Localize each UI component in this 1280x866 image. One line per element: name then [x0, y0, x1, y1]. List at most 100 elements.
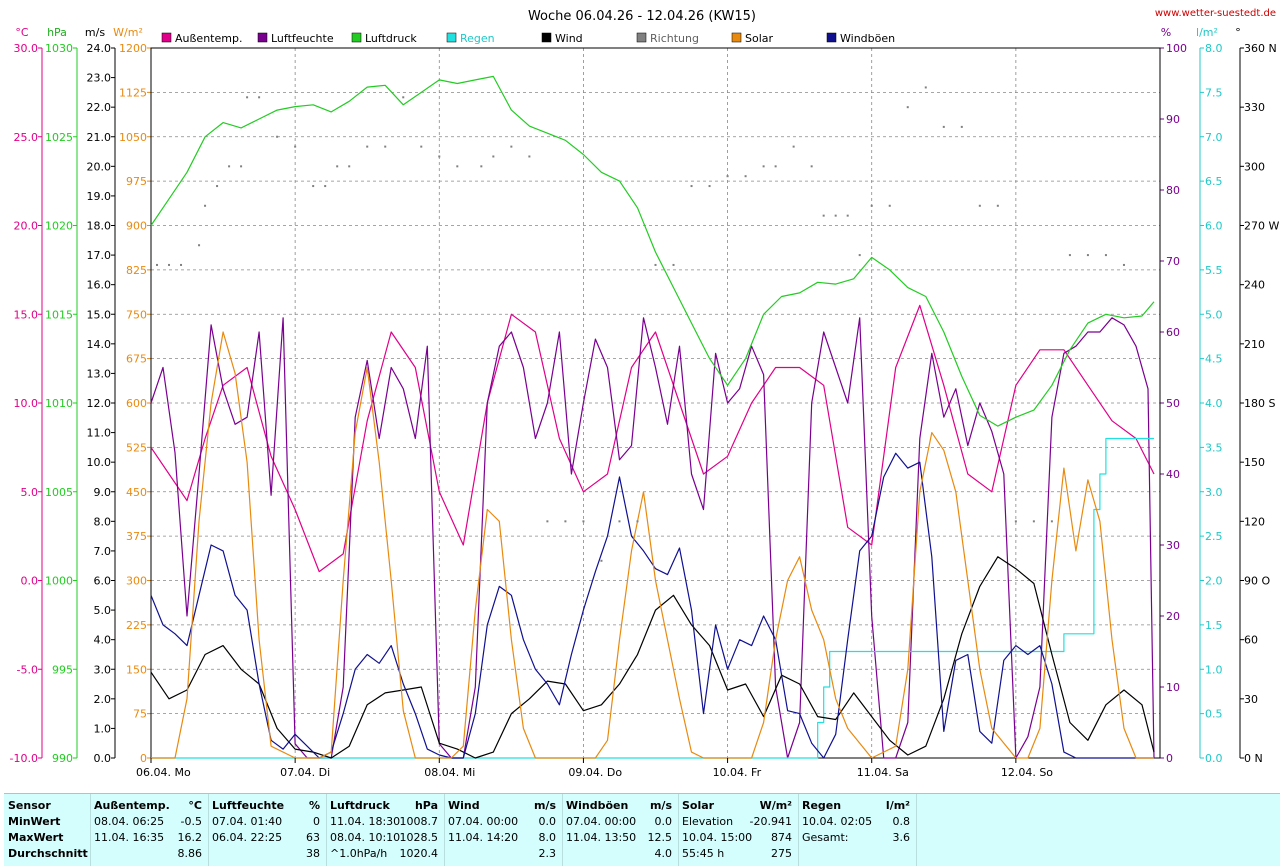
direction-point — [744, 175, 747, 178]
stats-time: 08.04. 10:10 — [330, 831, 401, 844]
wind-tick-label: 16.0 — [87, 279, 112, 292]
stats-value: 16.2 — [177, 831, 203, 844]
rain-tick-label: 6.5 — [1205, 175, 1223, 188]
stats-column: Solar W/m² Elevation 10.04. 15:00 55:45 h -20… — [678, 794, 799, 866]
solar-tick-label: 525 — [126, 441, 147, 454]
rain-tick-label: 1.0 — [1205, 663, 1223, 676]
humidity-tick-label: 70 — [1166, 255, 1180, 268]
direction-point — [924, 86, 927, 89]
direction-point — [564, 520, 567, 523]
solar-tick-label: 975 — [126, 175, 147, 188]
direction-point — [402, 96, 405, 99]
solar-tick-label: 150 — [126, 663, 147, 676]
direction-point — [456, 165, 459, 168]
direction-point — [276, 135, 279, 138]
wind-tick-label: 18.0 — [87, 220, 112, 233]
solar-tick-label: 750 — [126, 308, 147, 321]
direction-tick-label: 120 — [1244, 515, 1265, 528]
statistics-panel: Sensor MinWert MaxWert Durchschnitt Außentem… — [4, 793, 1280, 866]
stats-value: 8.86 — [177, 847, 203, 860]
pressure-tick-label: 1030 — [45, 42, 73, 55]
direction-tick-label: 90 O — [1244, 575, 1270, 588]
stats-row-label: Durchschnitt — [8, 847, 88, 860]
solar-tick-label: 0 — [140, 752, 147, 765]
wind-tick-label: 23.0 — [87, 72, 112, 85]
direction-point — [996, 204, 999, 207]
stats-time: 55:45 h — [682, 847, 725, 860]
direction-tick-label: 270 W — [1244, 220, 1279, 233]
wind-tick-label: 13.0 — [87, 367, 112, 380]
stats-time: ^1.0hPa/h — [330, 847, 388, 860]
x-tick-label: 11.04. Sa — [857, 766, 909, 779]
pressure-tick-label: 990 — [52, 752, 73, 765]
rain-tick-label: 1.5 — [1205, 619, 1223, 632]
direction-point — [762, 165, 765, 168]
direction-point — [228, 165, 231, 168]
stats-column: Luftdruck hPa 11.04. 18:30 08.04. 10:10 ^1.0… — [326, 794, 445, 866]
solar-tick-label: 75 — [133, 708, 147, 721]
direction-point — [180, 263, 183, 266]
temp-tick-label: 10.0 — [14, 397, 39, 410]
temp-tick-label: -5.0 — [17, 663, 38, 676]
legend-swatch-temp — [161, 32, 172, 43]
rain-tick-label: 3.0 — [1205, 486, 1223, 499]
direction-point — [1032, 520, 1035, 523]
legend-swatch-humidity — [257, 32, 268, 43]
stats-value: 1020.4 — [399, 847, 439, 860]
direction-point — [510, 145, 513, 148]
wind-tick-label: 5.0 — [94, 604, 112, 617]
direction-point — [1014, 520, 1017, 523]
direction-point — [810, 165, 813, 168]
direction-point — [324, 185, 327, 188]
legend-label-wind: Wind — [555, 32, 583, 45]
stats-value: 2.3 — [538, 847, 557, 860]
wind-unit: m/s — [85, 26, 105, 39]
rain-tick-label: 2.0 — [1205, 575, 1223, 588]
temp-tick-label: 20.0 — [14, 220, 39, 233]
rain-tick-label: 4.0 — [1205, 397, 1223, 410]
stats-column: Windböen m/s 07.04. 00:00 11.04. 13:50 0.0 12… — [562, 794, 679, 866]
direction-point — [582, 520, 585, 523]
wind-tick-label: 14.0 — [87, 338, 112, 351]
stats-value: 4.0 — [654, 847, 673, 860]
temp-tick-label: 30.0 — [14, 42, 39, 55]
direction-point — [438, 155, 441, 158]
humidity-tick-label: 20 — [1166, 610, 1180, 623]
stats-time: 06.04. 22:25 — [212, 831, 283, 844]
site-url[interactable]: www.wetter-suestedt.de — [1155, 8, 1276, 19]
stats-header: Windböen — [566, 799, 629, 812]
solar-tick-label: 300 — [126, 575, 147, 588]
direction-point — [204, 204, 207, 207]
x-tick-label: 10.04. Fr — [713, 766, 762, 779]
direction-point — [348, 165, 351, 168]
direction-point — [246, 96, 249, 99]
direction-point — [156, 263, 159, 266]
direction-point — [216, 185, 219, 188]
legend-swatch-solar — [731, 32, 742, 43]
legend-label-direction: Richtung — [650, 32, 699, 45]
x-axis: 06.04. Mo 07.04. Di 08.04. Mi 09.04. Do 10.0… — [136, 758, 1053, 779]
solar-tick-label: 825 — [126, 264, 147, 277]
stats-column: Außentemp. °C 08.04. 06:25 11.04. 16:35 -0.5… — [90, 794, 209, 866]
wind-tick-label: 2.0 — [94, 693, 112, 706]
series-line-solar — [151, 331, 1154, 759]
stats-header: Regen — [802, 799, 842, 812]
pressure-tick-label: 1010 — [45, 397, 73, 410]
stats-header: Luftfeuchte — [212, 799, 285, 812]
stats-unit: hPa — [414, 799, 438, 812]
wind-tick-label: 15.0 — [87, 308, 112, 321]
weather-chart: Woche 06.04.26 - 12.04.26 (KW15) www.wet… — [10, 8, 1280, 779]
rain-unit: l/m² — [1196, 26, 1218, 39]
temp-tick-label: 15.0 — [14, 308, 39, 321]
x-tick-label: 06.04. Mo — [136, 766, 191, 779]
direction-tick-label: 240 — [1244, 279, 1265, 292]
humidity-tick-label: 10 — [1166, 681, 1180, 694]
humidity-unit: % — [1161, 26, 1171, 39]
stats-unit: l/m² — [885, 799, 910, 812]
wind-tick-label: 3.0 — [94, 663, 112, 676]
stats-row-label: MaxWert — [8, 831, 64, 844]
humidity-tick-label: 100 — [1166, 42, 1187, 55]
solar-tick-label: 900 — [126, 220, 147, 233]
rain-tick-label: 2.5 — [1205, 530, 1223, 543]
stats-value: 1028.5 — [399, 831, 439, 844]
